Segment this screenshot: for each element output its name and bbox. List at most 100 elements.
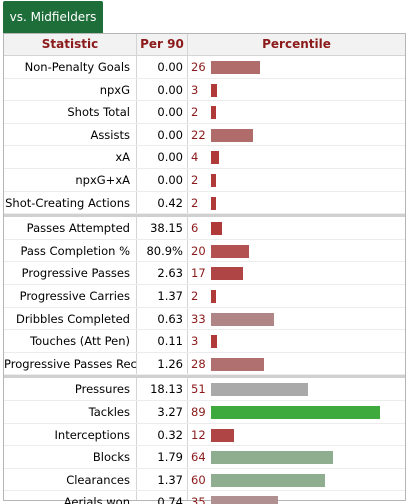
table-row: npxG 0.00 3 [4, 79, 405, 102]
stat-label: Clearances [66, 472, 130, 487]
table-row: Blocks 1.79 64 [4, 446, 405, 469]
per90-value: 1.26 [157, 356, 183, 371]
stat-label: Tackles [88, 405, 130, 419]
group-separator [4, 375, 405, 379]
table-row: Assists 0.00 22 [4, 124, 405, 147]
per90-value: 80.9% [146, 243, 183, 258]
percentile-bar [211, 61, 261, 74]
table-row: npxG+xA 0.00 2 [4, 169, 405, 192]
percentile-bar [211, 196, 216, 210]
table-row: Dribbles Completed 0.63 33 [4, 308, 405, 331]
stat-label: Pressures [74, 382, 130, 397]
table-row: xA 0.00 4 [4, 146, 405, 169]
per90-value: 0.63 [157, 311, 183, 326]
group-separator [4, 214, 405, 218]
per90-value: 0.00 [157, 60, 183, 74]
stat-label: Assists [90, 127, 130, 142]
percentile-value: 3 [191, 82, 199, 97]
stat-label: Shot-Creating Actions [5, 195, 130, 210]
column-divider [136, 34, 137, 500]
per90-value: 18.13 [150, 382, 183, 397]
percentile-bar [211, 83, 217, 97]
percentile-value: 26 [191, 60, 206, 74]
stat-label: Shots Total [67, 105, 130, 120]
per90-value: 0.00 [157, 82, 183, 97]
percentile-value: 3 [191, 334, 199, 349]
percentile-bar [211, 335, 217, 349]
percentile-value: 2 [191, 195, 199, 210]
per90-value: 0.74 [157, 495, 183, 504]
table-header: Statistic Per 90 Percentile [4, 34, 405, 56]
percentile-value: 12 [191, 427, 206, 442]
header-percentile: Percentile [262, 37, 331, 51]
column-divider [187, 34, 188, 500]
percentile-value: 64 [191, 450, 206, 465]
percentile-value: 6 [191, 221, 199, 236]
table-row: Interceptions 0.32 12 [4, 424, 405, 447]
percentile-value: 60 [191, 472, 206, 487]
stat-label: Dribbles Completed [15, 311, 130, 326]
per90-value: 3.27 [157, 405, 183, 419]
stat-label: Blocks [92, 450, 130, 465]
per90-value: 0.00 [157, 150, 183, 165]
percentile-bar [211, 473, 325, 487]
table-row: Shots Total 0.00 2 [4, 101, 405, 124]
table-row: Progressive Passes 2.63 17 [4, 262, 405, 285]
percentile-value: 22 [191, 127, 206, 142]
header-statistic: Statistic [41, 37, 99, 51]
percentile-bar [211, 451, 333, 465]
percentile-value: 2 [191, 173, 199, 187]
table-row: Shot-Creating Actions 0.42 2 [4, 192, 405, 215]
table-row: Aerials won 0.74 35 [4, 491, 405, 504]
percentile-value: 33 [191, 311, 206, 326]
per90-value: 0.32 [157, 427, 183, 442]
table-row: Passes Attempted 38.15 6 [4, 217, 405, 240]
percentile-bar [211, 357, 265, 371]
table-row: Clearances 1.37 60 [4, 469, 405, 492]
stat-label: Pass Completion % [20, 243, 130, 258]
percentile-bar [211, 406, 381, 419]
header-per90: Per 90 [140, 37, 184, 51]
percentile-bar [211, 290, 216, 303]
per90-value: 1.37 [157, 472, 183, 487]
per90-value: 1.79 [157, 450, 183, 465]
table-row: Pass Completion % 80.9% 20 [4, 240, 405, 263]
per90-value: 0.00 [157, 105, 183, 120]
stat-label: Passes Attempted [26, 221, 130, 236]
percentile-value: 17 [191, 266, 206, 281]
stat-label: Progressive Passes Rec [4, 356, 137, 371]
percentile-bar [211, 312, 274, 326]
stat-label: Aerials won [63, 495, 130, 504]
percentile-value: 35 [191, 495, 206, 504]
stat-label: xA [115, 150, 130, 165]
stat-label: npxG+xA [75, 173, 130, 187]
percentile-value: 2 [191, 105, 199, 120]
table-row: Tackles 3.27 89 [4, 401, 405, 424]
table-row: Touches (Att Pen) 0.11 3 [4, 330, 405, 353]
percentile-bar [211, 244, 249, 258]
percentile-bar [211, 496, 278, 504]
percentile-value: 4 [191, 150, 199, 165]
per90-value: 0.42 [157, 195, 183, 210]
per90-value: 2.63 [157, 266, 183, 281]
percentile-bar [211, 222, 223, 236]
stat-label: Non-Penalty Goals [24, 60, 130, 74]
per90-value: 0.11 [157, 334, 183, 349]
percentile-value: 20 [191, 243, 206, 258]
tab-vs-midfielders[interactable]: vs. Midfielders [3, 1, 103, 33]
percentile-value: 2 [191, 289, 199, 303]
percentile-value: 28 [191, 356, 206, 371]
table-row: Progressive Carries 1.37 2 [4, 285, 405, 308]
percentile-bar [211, 174, 216, 187]
percentile-bar [211, 128, 253, 142]
percentile-bar [211, 428, 234, 442]
table-row: Non-Penalty Goals 0.00 26 [4, 56, 405, 79]
per90-value: 0.00 [157, 173, 183, 187]
stat-label: Progressive Carries [19, 289, 130, 303]
percentile-bar [211, 267, 244, 281]
per90-value: 1.37 [157, 289, 183, 303]
table-row: Progressive Passes Rec 1.26 28 [4, 353, 405, 376]
per90-value: 38.15 [150, 221, 183, 236]
percentile-bar [211, 106, 216, 120]
stat-label: Progressive Passes [21, 266, 130, 281]
